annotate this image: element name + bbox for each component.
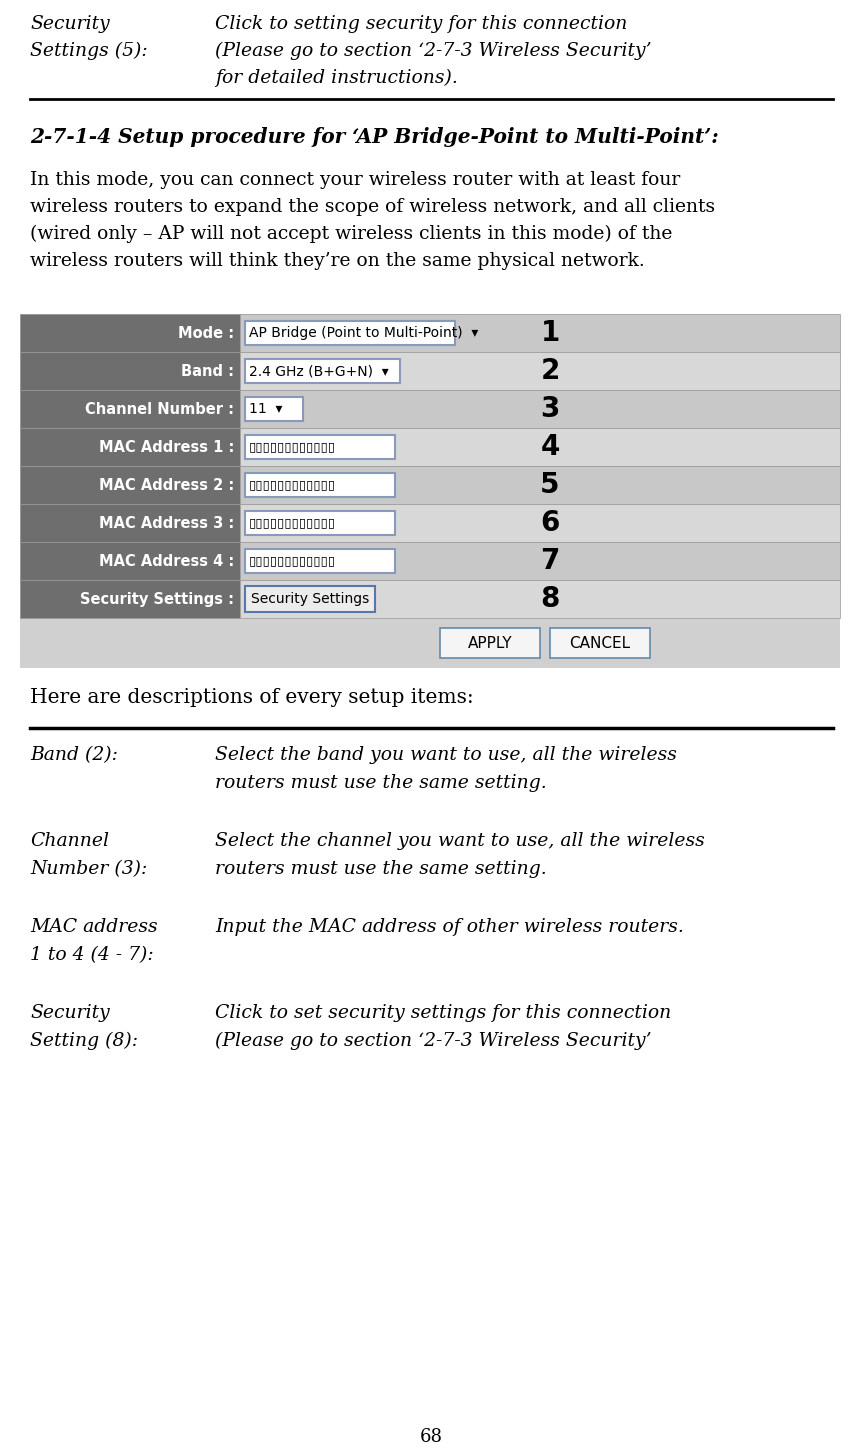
Text: 2-7-1-4 Setup procedure for ‘AP Bridge-Point to Multi-Point’:: 2-7-1-4 Setup procedure for ‘AP Bridge-P… bbox=[30, 128, 719, 146]
Bar bbox=[240, 505, 840, 542]
Text: 7: 7 bbox=[540, 547, 560, 576]
Bar bbox=[550, 628, 650, 658]
Text: Settings (5):: Settings (5): bbox=[30, 42, 148, 61]
Bar bbox=[240, 428, 840, 465]
Text: APPLY: APPLY bbox=[468, 635, 513, 651]
Bar bbox=[240, 580, 840, 618]
Text: (Please go to section ‘2-7-3 Wireless Security’: (Please go to section ‘2-7-3 Wireless Se… bbox=[215, 1032, 652, 1050]
Text: Select the band you want to use, all the wireless: Select the band you want to use, all the… bbox=[215, 745, 677, 764]
Text: Security: Security bbox=[30, 14, 110, 33]
Text: 5: 5 bbox=[540, 471, 560, 499]
Text: MAC Address 3 :: MAC Address 3 : bbox=[98, 516, 234, 531]
Text: Input the MAC address of other wireless routers.: Input the MAC address of other wireless … bbox=[215, 918, 683, 937]
Text: ▯▯▯▯▯▯▯▯▯▯▯▯: ▯▯▯▯▯▯▯▯▯▯▯▯ bbox=[249, 516, 336, 529]
Bar bbox=[245, 473, 395, 497]
Text: ▯▯▯▯▯▯▯▯▯▯▯▯: ▯▯▯▯▯▯▯▯▯▯▯▯ bbox=[249, 554, 336, 567]
Text: Channel: Channel bbox=[30, 832, 109, 850]
Text: 2: 2 bbox=[540, 357, 560, 386]
Text: MAC address: MAC address bbox=[30, 918, 158, 937]
Text: MAC Address 4 :: MAC Address 4 : bbox=[98, 554, 234, 568]
Text: Here are descriptions of every setup items:: Here are descriptions of every setup ite… bbox=[30, 687, 474, 708]
Text: 1: 1 bbox=[540, 319, 559, 347]
Text: 68: 68 bbox=[420, 1428, 443, 1446]
Text: ▯▯▯▯▯▯▯▯▯▯▯▯: ▯▯▯▯▯▯▯▯▯▯▯▯ bbox=[249, 478, 336, 492]
Bar bbox=[240, 352, 840, 390]
Text: Security: Security bbox=[30, 1003, 110, 1022]
Text: Band (2):: Band (2): bbox=[30, 745, 118, 764]
Text: 2.4 GHz (B+G+N)  ▾: 2.4 GHz (B+G+N) ▾ bbox=[249, 364, 388, 378]
Bar bbox=[20, 315, 240, 352]
Bar bbox=[440, 628, 540, 658]
Bar bbox=[245, 586, 375, 612]
Bar bbox=[20, 352, 240, 390]
Text: (wired only – AP will not accept wireless clients in this mode) of the: (wired only – AP will not accept wireles… bbox=[30, 225, 672, 244]
Text: 4: 4 bbox=[540, 434, 560, 461]
Text: Band :: Band : bbox=[181, 364, 234, 378]
Text: MAC Address 2 :: MAC Address 2 : bbox=[98, 477, 234, 493]
Text: 11  ▾: 11 ▾ bbox=[249, 402, 282, 416]
Bar bbox=[245, 360, 400, 383]
Text: Setting (8):: Setting (8): bbox=[30, 1032, 138, 1050]
Bar bbox=[245, 435, 395, 460]
Bar bbox=[245, 320, 455, 345]
Text: wireless routers will think they’re on the same physical network.: wireless routers will think they’re on t… bbox=[30, 252, 645, 270]
Text: AP Bridge (Point to Multi-Point)  ▾: AP Bridge (Point to Multi-Point) ▾ bbox=[249, 326, 478, 339]
Bar bbox=[240, 390, 840, 428]
Bar bbox=[240, 542, 840, 580]
Bar bbox=[240, 315, 840, 352]
Text: routers must use the same setting.: routers must use the same setting. bbox=[215, 860, 547, 879]
Text: routers must use the same setting.: routers must use the same setting. bbox=[215, 774, 547, 792]
Text: Security Settings :: Security Settings : bbox=[80, 592, 234, 606]
Text: ▯▯▯▯▯▯▯▯▯▯▯▯: ▯▯▯▯▯▯▯▯▯▯▯▯ bbox=[249, 441, 336, 454]
Bar bbox=[20, 580, 240, 618]
Text: In this mode, you can connect your wireless router with at least four: In this mode, you can connect your wirel… bbox=[30, 171, 680, 188]
Text: for detailed instructions).: for detailed instructions). bbox=[215, 70, 458, 87]
Bar bbox=[20, 465, 240, 505]
Text: Channel Number :: Channel Number : bbox=[85, 402, 234, 416]
Bar bbox=[20, 428, 240, 465]
Bar bbox=[20, 505, 240, 542]
Text: (Please go to section ‘2-7-3 Wireless Security’: (Please go to section ‘2-7-3 Wireless Se… bbox=[215, 42, 652, 61]
Text: MAC Address 1 :: MAC Address 1 : bbox=[98, 439, 234, 454]
Text: wireless routers to expand the scope of wireless network, and all clients: wireless routers to expand the scope of … bbox=[30, 199, 715, 216]
Bar bbox=[245, 510, 395, 535]
Bar bbox=[240, 465, 840, 505]
Bar bbox=[245, 397, 303, 420]
Text: 1 to 4 (4 - 7):: 1 to 4 (4 - 7): bbox=[30, 945, 154, 964]
Bar bbox=[20, 542, 240, 580]
Bar bbox=[20, 390, 240, 428]
Bar bbox=[20, 315, 840, 668]
Text: Number (3):: Number (3): bbox=[30, 860, 148, 879]
Text: Security Settings: Security Settings bbox=[251, 592, 369, 606]
Text: Mode :: Mode : bbox=[178, 325, 234, 341]
Text: Select the channel you want to use, all the wireless: Select the channel you want to use, all … bbox=[215, 832, 705, 850]
Text: CANCEL: CANCEL bbox=[570, 635, 631, 651]
Text: 6: 6 bbox=[540, 509, 560, 536]
Bar bbox=[245, 550, 395, 573]
Text: 3: 3 bbox=[540, 394, 560, 423]
Text: 8: 8 bbox=[540, 584, 560, 613]
Text: Click to setting security for this connection: Click to setting security for this conne… bbox=[215, 14, 627, 33]
Text: Click to set security settings for this connection: Click to set security settings for this … bbox=[215, 1003, 671, 1022]
